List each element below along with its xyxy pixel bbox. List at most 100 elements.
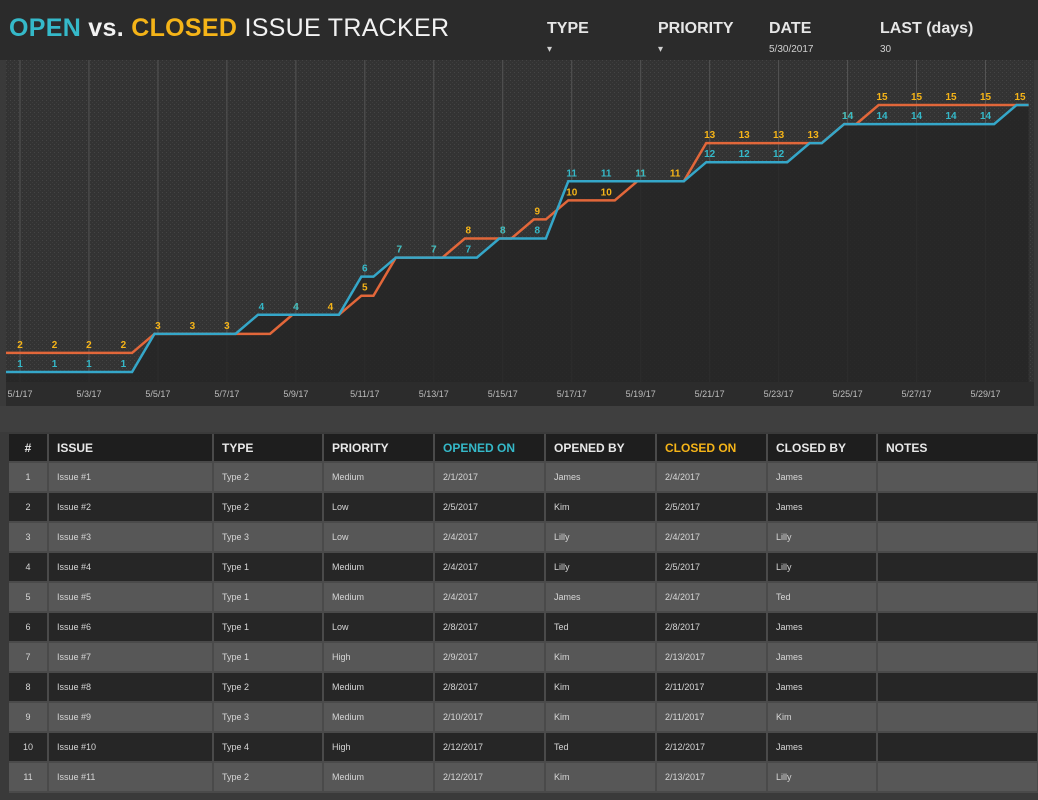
table-cell[interactable]: James [545, 582, 657, 613]
table-cell[interactable]: James [767, 642, 878, 673]
table-cell[interactable] [877, 462, 1038, 493]
table-cell[interactable]: 9 [9, 702, 49, 733]
table-cell[interactable]: Lilly [767, 522, 878, 553]
table-cell[interactable]: High [323, 642, 435, 673]
table-cell[interactable]: James [767, 672, 878, 703]
table-cell[interactable]: Ted [767, 582, 878, 613]
table-cell[interactable]: 10 [9, 732, 49, 763]
table-cell[interactable]: Type 1 [213, 642, 324, 673]
table-cell[interactable] [877, 732, 1038, 763]
table-cell[interactable]: 2/4/2017 [434, 552, 546, 583]
table-cell[interactable]: James [767, 462, 878, 493]
table-cell[interactable]: Type 1 [213, 552, 324, 583]
filter-last-days[interactable]: LAST (days) 30 [872, 20, 973, 61]
table-cell[interactable] [877, 492, 1038, 523]
table-cell[interactable]: 2/12/2017 [656, 732, 768, 763]
table-cell[interactable]: Medium [323, 762, 435, 793]
table-cell[interactable]: 7 [9, 642, 49, 673]
table-cell[interactable]: Issue #6 [48, 612, 214, 643]
table-cell[interactable]: James [545, 462, 657, 493]
table-cell[interactable]: Issue #1 [48, 462, 214, 493]
table-cell[interactable]: Issue #7 [48, 642, 214, 673]
table-cell[interactable]: Kim [545, 762, 657, 793]
filter-last-days-value[interactable]: 30 [880, 44, 892, 55]
table-cell[interactable]: Kim [545, 642, 657, 673]
column-header-issue[interactable]: ISSUE [48, 434, 214, 463]
table-cell[interactable]: 2/4/2017 [434, 582, 546, 613]
table-cell[interactable] [877, 672, 1038, 703]
table-cell[interactable]: 2/4/2017 [656, 462, 768, 493]
table-cell[interactable]: 4 [9, 552, 49, 583]
table-cell[interactable]: 2 [9, 492, 49, 523]
table-cell[interactable]: Low [323, 612, 435, 643]
table-cell[interactable]: Issue #11 [48, 762, 214, 793]
table-cell[interactable]: Medium [323, 672, 435, 703]
filter-date[interactable]: DATE 5/30/2017 [761, 20, 861, 61]
table-cell[interactable]: 11 [9, 762, 49, 793]
table-cell[interactable]: Issue #2 [48, 492, 214, 523]
table-cell[interactable]: Kim [545, 492, 657, 523]
table-cell[interactable]: 2/5/2017 [656, 492, 768, 523]
column-header-closed-by[interactable]: CLOSED BY [767, 434, 878, 463]
table-cell[interactable]: James [767, 612, 878, 643]
table-cell[interactable]: 2/1/2017 [434, 462, 546, 493]
column-header-closed-on[interactable]: CLOSED ON [656, 434, 768, 463]
table-cell[interactable]: 8 [9, 672, 49, 703]
table-cell[interactable]: Kim [545, 702, 657, 733]
table-cell[interactable]: Type 2 [213, 492, 324, 523]
table-cell[interactable]: 2/11/2017 [656, 702, 768, 733]
table-cell[interactable]: 2/13/2017 [656, 762, 768, 793]
table-cell[interactable]: Type 1 [213, 582, 324, 613]
filter-date-value[interactable]: 5/30/2017 [769, 44, 814, 55]
table-cell[interactable]: Low [323, 522, 435, 553]
table-cell[interactable]: Ted [545, 612, 657, 643]
table-cell[interactable]: 2/4/2017 [434, 522, 546, 553]
table-cell[interactable] [877, 582, 1038, 613]
table-cell[interactable]: Lilly [767, 552, 878, 583]
table-cell[interactable]: Issue #4 [48, 552, 214, 583]
table-cell[interactable] [877, 642, 1038, 673]
table-cell[interactable]: Issue #8 [48, 672, 214, 703]
table-cell[interactable]: Type 4 [213, 732, 324, 763]
filter-priority[interactable]: PRIORITY ▾ [650, 20, 750, 61]
table-cell[interactable]: Issue #5 [48, 582, 214, 613]
table-cell[interactable]: Lilly [545, 522, 657, 553]
table-cell[interactable]: 1 [9, 462, 49, 493]
table-cell[interactable]: Lilly [767, 762, 878, 793]
table-cell[interactable]: Medium [323, 552, 435, 583]
table-cell[interactable]: 5 [9, 582, 49, 613]
table-cell[interactable]: Type 2 [213, 672, 324, 703]
table-cell[interactable]: 2/9/2017 [434, 642, 546, 673]
column-header-opened-on[interactable]: OPENED ON [434, 434, 546, 463]
table-cell[interactable]: James [767, 732, 878, 763]
table-cell[interactable]: Medium [323, 462, 435, 493]
table-cell[interactable]: Lilly [545, 552, 657, 583]
table-cell[interactable]: 2/8/2017 [656, 612, 768, 643]
table-cell[interactable]: 2/12/2017 [434, 762, 546, 793]
table-cell[interactable]: 2/5/2017 [434, 492, 546, 523]
table-cell[interactable]: 2/10/2017 [434, 702, 546, 733]
table-cell[interactable]: 2/4/2017 [656, 522, 768, 553]
table-cell[interactable] [877, 552, 1038, 583]
table-cell[interactable]: High [323, 732, 435, 763]
column-header-notes[interactable]: NOTES [877, 434, 1038, 463]
table-cell[interactable]: James [767, 492, 878, 523]
table-cell[interactable]: 2/8/2017 [434, 612, 546, 643]
column-header-type[interactable]: TYPE [213, 434, 324, 463]
table-cell[interactable]: 2/13/2017 [656, 642, 768, 673]
table-cell[interactable]: 2/12/2017 [434, 732, 546, 763]
table-cell[interactable]: 6 [9, 612, 49, 643]
table-cell[interactable]: Type 2 [213, 762, 324, 793]
column-header-number[interactable]: # [9, 434, 49, 463]
table-cell[interactable]: 3 [9, 522, 49, 553]
table-cell[interactable]: Type 3 [213, 522, 324, 553]
filter-type-dropdown[interactable]: ▾ [547, 44, 553, 55]
table-cell[interactable]: Ted [545, 732, 657, 763]
filter-priority-dropdown[interactable]: ▾ [658, 44, 664, 55]
table-cell[interactable]: Type 1 [213, 612, 324, 643]
table-cell[interactable]: Issue #10 [48, 732, 214, 763]
table-cell[interactable] [877, 522, 1038, 553]
table-cell[interactable]: Type 2 [213, 462, 324, 493]
column-header-priority[interactable]: PRIORITY [323, 434, 435, 463]
table-cell[interactable]: Medium [323, 582, 435, 613]
